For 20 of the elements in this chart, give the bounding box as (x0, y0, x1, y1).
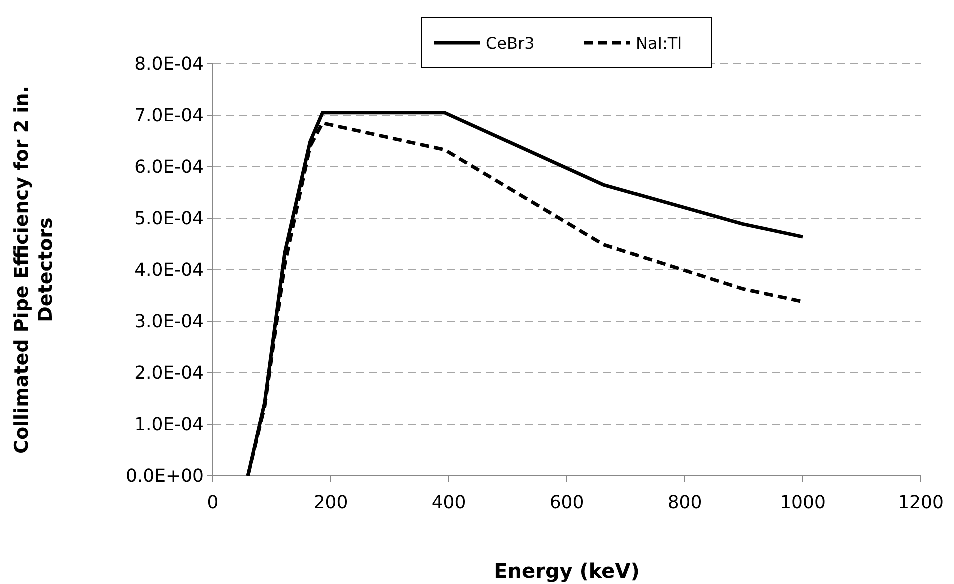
x-tick-label: 1000 (780, 492, 826, 514)
y-tick-label: 3.0E-04 (134, 311, 204, 332)
x-tick-label: 200 (314, 492, 348, 514)
x-tick-label: 600 (550, 492, 584, 514)
legend-label: NaI:Tl (636, 34, 682, 53)
legend-label: CeBr3 (486, 34, 535, 53)
y-tick-label: 7.0E-04 (134, 105, 204, 126)
x-axis-title: Energy (keV) (494, 559, 640, 583)
x-tick-label: 0 (207, 492, 219, 514)
y-tick-label: 5.0E-04 (134, 208, 204, 230)
y-axis-title: Collimated Pipe Efficiency for 2 in. Detectors (11, 86, 57, 454)
y-tick-label: 8.0E-04 (134, 54, 204, 75)
y-tick-label: 6.0E-04 (134, 156, 204, 178)
y-tick-label: 1.0E-04 (134, 414, 204, 436)
x-tick-label: 800 (668, 492, 702, 514)
x-tick-label: 1200 (898, 492, 944, 514)
y-tick-label: 2.0E-04 (134, 362, 204, 384)
x-tick-label: 400 (432, 492, 466, 514)
y-tick-label: 0.0E+00 (126, 466, 204, 487)
y-tick-label: 4.0E-04 (134, 260, 204, 281)
